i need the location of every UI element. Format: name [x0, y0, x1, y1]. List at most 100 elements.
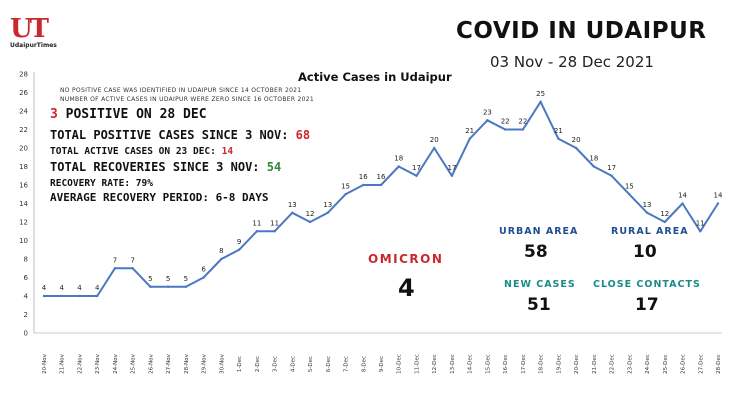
x-tick-label: 21-Dec	[592, 354, 598, 374]
x-tick-label: 29-Nov	[202, 353, 208, 373]
x-tick-label: 27-Dec	[698, 354, 704, 374]
data-label: 21	[465, 127, 474, 135]
data-label: 17	[412, 164, 421, 172]
note-zero-active: NUMBER OF ACTIVE CASES IN UDAIPUR WERE Z…	[60, 96, 315, 103]
data-point	[486, 119, 489, 122]
y-tick-label: 22	[19, 126, 28, 134]
data-point	[557, 137, 560, 140]
stat-positive-today: 3 POSITIVE ON 28 DEC	[50, 107, 207, 122]
y-tick-label: 16	[19, 182, 28, 190]
x-tick-label: 26-Dec	[681, 354, 687, 374]
stat-total-recoveries: TOTAL RECOVERIES SINCE 3 NOV: 54	[50, 160, 281, 174]
x-tick-label: 23-Dec	[627, 354, 633, 374]
x-tick-label: 1-Dec	[237, 356, 243, 372]
data-label: 20	[572, 136, 581, 144]
data-label: 7	[113, 256, 117, 264]
data-label: 14	[678, 192, 687, 200]
x-tick-label: 24-Dec	[645, 354, 651, 374]
data-point	[468, 137, 471, 140]
stat-total-positive: TOTAL POSITIVE CASES SINCE 3 NOV: 68	[50, 128, 310, 142]
y-tick-label: 14	[19, 200, 28, 208]
x-tick-label: 20-Nov	[42, 353, 48, 373]
x-tick-label: 18-Dec	[539, 354, 545, 374]
data-label: 17	[447, 164, 456, 172]
note-no-positive: NO POSITIVE CASE WAS IDENTIFIED IN UDAIP…	[60, 87, 302, 94]
x-tick-label: 21-Nov	[60, 353, 66, 373]
data-point	[291, 211, 294, 214]
data-label: 22	[501, 118, 510, 126]
data-point	[273, 230, 276, 233]
data-point	[131, 267, 134, 270]
data-label: 20	[430, 136, 439, 144]
stat-active-cases: TOTAL ACTIVE CASES ON 23 DEC: 14	[50, 146, 233, 157]
data-point	[326, 211, 329, 214]
active-label: TOTAL ACTIVE CASES ON 23 DEC:	[50, 146, 222, 157]
data-label: 13	[643, 201, 652, 209]
y-tick-label: 24	[19, 108, 28, 116]
recoveries-value: 54	[266, 160, 282, 174]
data-point	[362, 183, 365, 187]
data-label: 25	[536, 90, 545, 98]
page-title: COVID IN UDAIPUR	[456, 18, 707, 44]
data-point	[255, 230, 259, 233]
active-value: 14	[221, 146, 234, 157]
data-point	[78, 294, 81, 298]
urban-area-value: 58	[524, 242, 548, 262]
data-label: 12	[660, 210, 669, 218]
data-label: 18	[589, 155, 598, 163]
x-tick-label: 15-Dec	[485, 354, 491, 374]
x-tick-label: 30-Nov	[219, 353, 225, 373]
data-label: 13	[288, 201, 297, 209]
data-point	[610, 174, 613, 177]
data-point	[645, 211, 649, 214]
data-point	[592, 165, 596, 168]
data-label: 7	[130, 256, 134, 264]
x-tick-label: 22-Dec	[610, 354, 616, 374]
x-tick-label: 22-Nov	[77, 353, 83, 373]
data-label: 4	[77, 284, 82, 292]
data-point	[149, 285, 152, 288]
total-positive-label: TOTAL POSITIVE CASES SINCE 3 NOV:	[50, 128, 296, 142]
data-label: 22	[518, 118, 527, 126]
y-tick-label: 12	[19, 219, 28, 227]
data-label: 12	[306, 210, 315, 218]
data-label: 13	[323, 201, 332, 209]
x-tick-label: 13-Dec	[450, 354, 456, 374]
data-point	[681, 202, 684, 205]
y-tick-label: 8	[24, 256, 28, 264]
x-tick-label: 14-Dec	[468, 354, 474, 374]
data-point	[344, 193, 347, 196]
x-tick-label: 7-Dec	[344, 356, 350, 372]
new-cases-value: 51	[527, 295, 551, 315]
data-label: 4	[95, 284, 100, 292]
x-tick-label: 25-Dec	[663, 354, 669, 374]
x-tick-label: 23-Nov	[95, 353, 101, 373]
data-point	[503, 128, 507, 131]
x-tick-label: 2-Dec	[255, 356, 261, 372]
data-point	[379, 183, 383, 187]
data-label: 21	[554, 127, 563, 135]
x-tick-label: 12-Dec	[432, 354, 438, 374]
data-point	[42, 294, 46, 298]
y-tick-label: 4	[24, 293, 29, 301]
data-point	[574, 146, 578, 150]
x-tick-label: 10-Dec	[397, 354, 403, 374]
data-point	[113, 267, 117, 270]
data-label: 16	[359, 173, 368, 181]
x-tick-label: 5-Dec	[308, 356, 314, 372]
data-label: 15	[625, 182, 634, 190]
data-label: 5	[166, 275, 170, 283]
omicron-label: OMICRON	[368, 252, 444, 266]
data-label: 4	[60, 284, 65, 292]
rural-area-label: RURAL AREA	[611, 226, 689, 237]
date-range: 03 Nov - 28 Dec 2021	[490, 53, 654, 71]
data-label: 5	[184, 275, 188, 283]
y-tick-label: 2	[24, 311, 28, 319]
data-label: 11	[252, 219, 261, 227]
data-point	[663, 220, 666, 224]
data-point	[450, 174, 454, 177]
y-tick-label: 18	[19, 163, 28, 171]
data-point	[308, 220, 312, 224]
data-label: 16	[377, 173, 386, 181]
total-positive-value: 68	[295, 128, 311, 142]
